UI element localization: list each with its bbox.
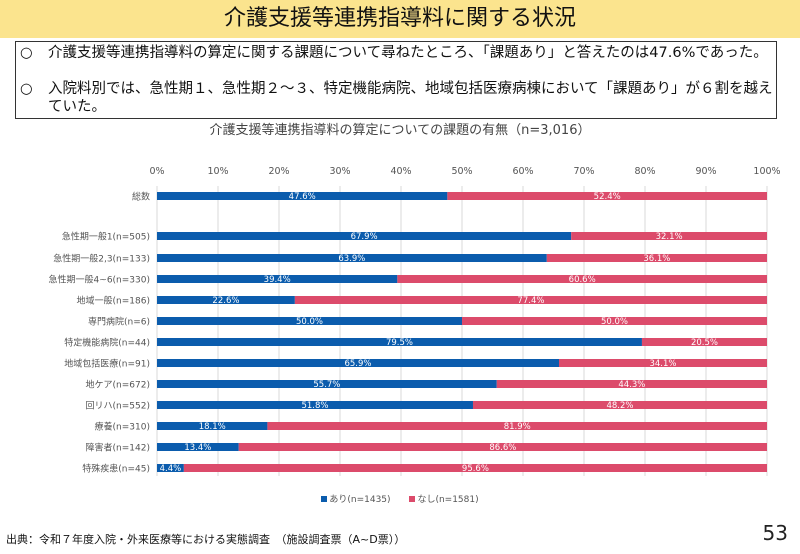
data-label-yes: 65.9%	[344, 359, 371, 369]
bar-segment-no	[397, 275, 767, 283]
chart-legend: あり(n=1435) なし(n=1581)	[0, 492, 800, 505]
data-label-yes: 55.7%	[313, 380, 340, 390]
bar-segment-no	[294, 296, 767, 304]
x-tick-label: 50%	[451, 166, 472, 177]
bar-segment-yes	[157, 338, 642, 346]
legend-label-no: なし(n=1581)	[417, 495, 479, 505]
summary-text: 入院料別では、急性期１、急性期２～３、特定機能病院、地域包括医療病棟において「課…	[48, 81, 773, 115]
page-number: 53	[762, 521, 788, 545]
data-label-yes: 39.4%	[264, 275, 291, 285]
x-tick-label: 90%	[695, 166, 716, 177]
summary-box: ○ 介護支援等連携指導料の算定に関する課題について尋ねたところ、「課題あり」と答…	[15, 41, 777, 119]
x-tick-label: 20%	[268, 166, 289, 177]
bar-segment-yes	[157, 380, 497, 388]
category-label: 急性期一般4~6(n=330)	[49, 274, 150, 286]
data-label-yes: 22.6%	[212, 296, 239, 306]
bar-segment-yes	[157, 359, 559, 367]
bar-segment-no	[472, 401, 767, 409]
x-tick-label: 60%	[512, 166, 533, 177]
bar-segment-no	[462, 317, 767, 325]
legend-item-yes: あり(n=1435)	[321, 495, 391, 505]
category-label: 地ケア(n=672)	[86, 379, 150, 391]
circle-bullet-icon: ○	[20, 81, 33, 97]
category-label: 急性期一般2,3(n=133)	[53, 253, 150, 265]
bar-segment-yes	[157, 275, 398, 283]
data-label-no: 81.9%	[504, 422, 531, 432]
data-label-yes: 63.9%	[338, 254, 365, 264]
data-label-yes: 67.9%	[351, 232, 378, 242]
data-label-no: 36.1%	[643, 254, 670, 264]
bar-segment-no	[447, 192, 767, 200]
bar-segment-yes	[157, 296, 295, 304]
bar-segment-no	[267, 422, 767, 430]
x-tick-label: 80%	[634, 166, 655, 177]
page-title: 介護支援等連携指導料に関する状況	[223, 6, 576, 31]
category-label: 療養(n=310)	[95, 421, 150, 433]
bar-segment-no	[571, 232, 767, 240]
category-label: 地域包括医療(n=91)	[64, 358, 150, 370]
data-label-no: 77.4%	[517, 296, 544, 306]
x-tick-label: 30%	[329, 166, 350, 177]
bar-segment-no	[183, 464, 768, 472]
data-label-no: 95.6%	[462, 464, 489, 474]
data-label-no: 50.0%	[601, 317, 628, 327]
chart-title: 介護支援等連携指導料の算定についての課題の有無（n=3,016）	[209, 123, 591, 138]
data-label-no: 20.5%	[691, 338, 718, 348]
legend-swatch-yes	[321, 496, 328, 502]
category-label: 地域一般(n=186)	[77, 295, 150, 307]
bar-segment-yes	[157, 422, 268, 430]
data-label-yes: 18.1%	[199, 422, 226, 432]
x-tick-label: 10%	[207, 166, 228, 177]
bar-segment-yes	[157, 254, 547, 262]
data-label-no: 52.4%	[594, 192, 621, 202]
data-label-no: 32.1%	[656, 232, 683, 242]
circle-bullet-icon: ○	[20, 45, 33, 61]
data-label-yes: 51.8%	[301, 401, 328, 411]
bar-segment-no	[496, 380, 767, 388]
bar-segment-yes	[157, 443, 239, 451]
data-label-yes: 47.6%	[289, 192, 316, 202]
data-label-no: 86.6%	[489, 443, 516, 453]
x-tick-label: 100%	[753, 166, 780, 177]
category-label: 専門病院(n=6)	[88, 316, 150, 328]
data-label-yes: 50.0%	[296, 317, 323, 327]
title-banner: 介護支援等連携指導料に関する状況	[0, 0, 800, 38]
summary-text: 介護支援等連携指導料の算定に関する課題について尋ねたところ、「課題あり」と答えた…	[48, 45, 768, 61]
data-label-no: 34.1%	[649, 359, 676, 369]
data-label-yes: 79.5%	[386, 338, 413, 348]
bar-segment-yes	[157, 401, 473, 409]
legend-label-yes: あり(n=1435)	[329, 495, 391, 505]
bar-segment-no	[238, 443, 768, 451]
x-tick-label: 40%	[390, 166, 411, 177]
source-note: 出典：令和７年度入院・外来医療等における実態調査 （施設調査票（A~D票））	[6, 533, 406, 546]
data-label-no: 44.3%	[618, 380, 645, 390]
bar-segment-no	[641, 338, 767, 346]
data-label-yes: 4.4%	[160, 464, 182, 474]
data-label-yes: 13.4%	[184, 443, 211, 453]
bar-segment-yes	[157, 192, 448, 200]
x-tick-label: 70%	[573, 166, 594, 177]
bar-segment-yes	[157, 317, 462, 325]
bar-segment-yes	[157, 232, 572, 240]
data-label-no: 60.6%	[569, 275, 596, 285]
category-label: 特殊疾患(n=45)	[82, 463, 150, 475]
category-label: 急性期一般1(n=505)	[62, 231, 150, 243]
bar-segment-no	[546, 254, 767, 262]
bar-segment-yes	[157, 464, 184, 472]
category-label: 障害者(n=142)	[86, 442, 150, 454]
legend-swatch-no	[409, 496, 416, 502]
x-tick-label: 0%	[149, 166, 164, 177]
stacked-bar-chart: 0% 10% 20% 30% 40% 50% 60% 70% 80% 90% 100% 総数 47.6%…	[49, 166, 781, 476]
bar-segment-no	[558, 359, 767, 367]
data-label-no: 48.2%	[606, 401, 633, 411]
category-label: 総数	[132, 191, 150, 203]
legend-item-no: なし(n=1581)	[409, 495, 479, 505]
category-label: 回リハ(n=552)	[86, 401, 150, 412]
category-label: 特定機能病院(n=44)	[64, 337, 150, 349]
